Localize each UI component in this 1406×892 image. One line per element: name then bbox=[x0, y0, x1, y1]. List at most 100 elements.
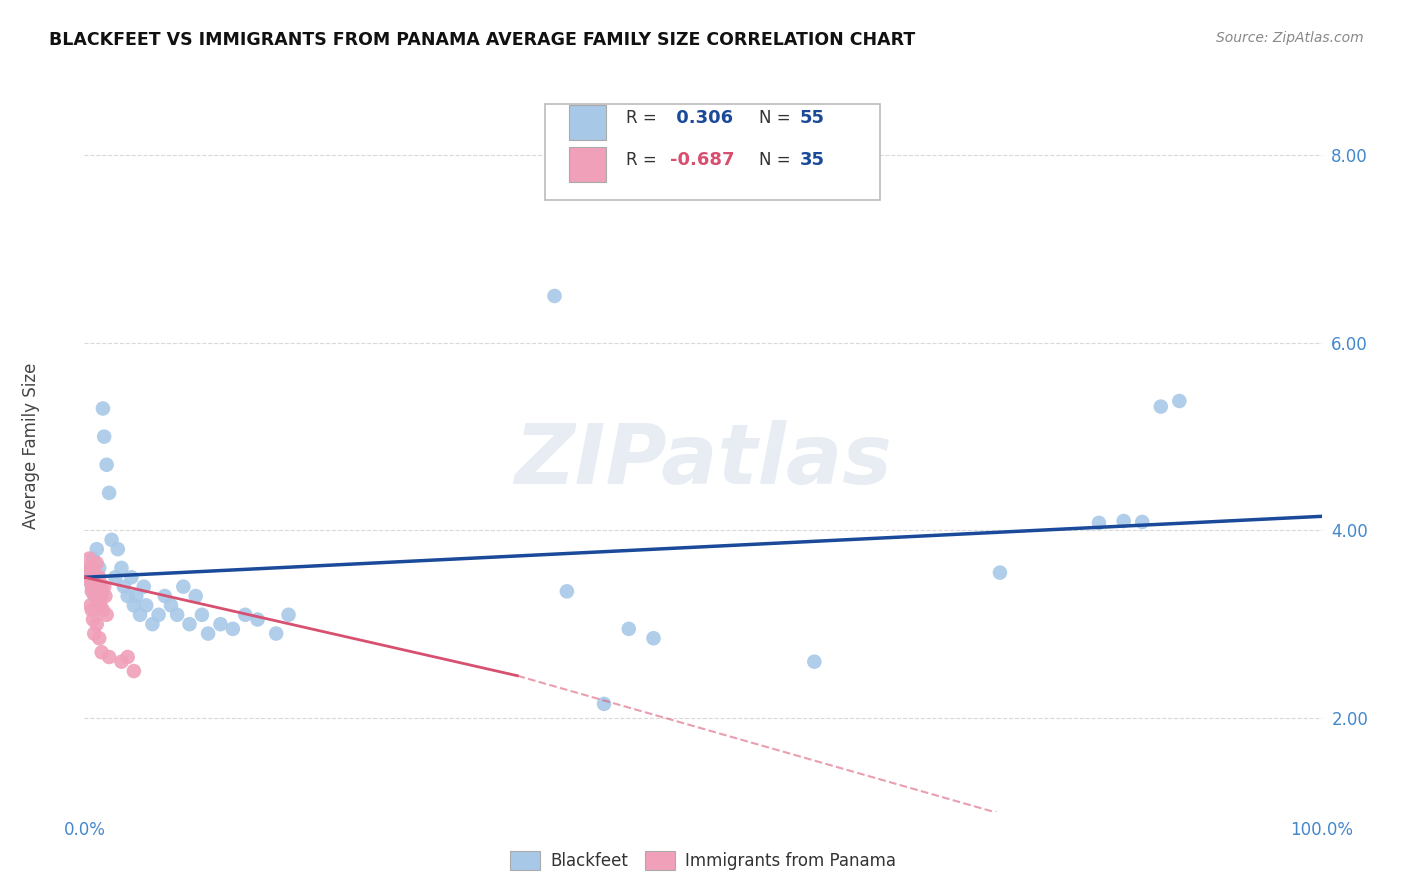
Point bbox=[117, 650, 139, 665]
Text: 55: 55 bbox=[800, 109, 824, 128]
Point bbox=[209, 617, 232, 632]
Point bbox=[86, 617, 108, 632]
Point bbox=[91, 603, 114, 617]
Point bbox=[82, 612, 104, 626]
Point bbox=[83, 566, 105, 580]
Point bbox=[84, 589, 107, 603]
Point bbox=[98, 650, 121, 665]
Point bbox=[86, 574, 108, 589]
Point bbox=[191, 607, 214, 622]
Point bbox=[89, 580, 111, 594]
Point bbox=[593, 697, 616, 711]
Point bbox=[104, 570, 127, 584]
Point bbox=[82, 580, 104, 594]
Point bbox=[93, 429, 115, 443]
Point bbox=[277, 607, 299, 622]
FancyBboxPatch shape bbox=[569, 147, 606, 182]
Point bbox=[90, 584, 112, 599]
Point bbox=[246, 612, 269, 626]
Point bbox=[80, 580, 103, 594]
Point bbox=[80, 570, 103, 584]
Point bbox=[129, 607, 152, 622]
Text: 0.306: 0.306 bbox=[669, 109, 733, 128]
Text: -0.687: -0.687 bbox=[669, 152, 734, 169]
Point bbox=[184, 589, 207, 603]
Point bbox=[83, 584, 105, 599]
Point bbox=[110, 561, 132, 575]
Point bbox=[89, 570, 111, 584]
Point bbox=[543, 289, 565, 303]
Point bbox=[83, 589, 105, 603]
Point bbox=[87, 599, 110, 613]
Point bbox=[125, 589, 148, 603]
Point bbox=[117, 589, 139, 603]
Legend: Blackfeet, Immigrants from Panama: Blackfeet, Immigrants from Panama bbox=[503, 844, 903, 877]
Point bbox=[87, 593, 110, 607]
FancyBboxPatch shape bbox=[569, 105, 606, 140]
Point bbox=[132, 580, 155, 594]
Text: Average Family Size: Average Family Size bbox=[22, 363, 39, 529]
Point bbox=[148, 607, 170, 622]
Point bbox=[1130, 515, 1153, 529]
Point bbox=[643, 632, 665, 646]
Point bbox=[80, 584, 103, 599]
Point bbox=[1150, 400, 1173, 414]
Point bbox=[82, 561, 104, 575]
Point bbox=[172, 580, 194, 594]
Point bbox=[77, 570, 100, 584]
Point bbox=[803, 655, 825, 669]
Text: R =: R = bbox=[626, 152, 657, 169]
Point bbox=[1168, 394, 1191, 409]
Point bbox=[160, 599, 183, 613]
Point bbox=[90, 589, 112, 603]
Point bbox=[79, 574, 101, 589]
Text: Source: ZipAtlas.com: Source: ZipAtlas.com bbox=[1216, 31, 1364, 45]
Text: N =: N = bbox=[759, 152, 790, 169]
Point bbox=[135, 599, 157, 613]
Point bbox=[89, 561, 111, 575]
Point bbox=[233, 607, 256, 622]
Point bbox=[1112, 514, 1135, 528]
Point bbox=[89, 632, 111, 646]
Point bbox=[86, 556, 108, 570]
Point bbox=[141, 617, 163, 632]
Point bbox=[87, 580, 110, 594]
Point bbox=[83, 626, 105, 640]
Point bbox=[84, 570, 107, 584]
Point bbox=[100, 533, 122, 547]
Point bbox=[153, 589, 176, 603]
Point bbox=[84, 570, 107, 584]
Point bbox=[77, 566, 100, 580]
Text: ZIPatlas: ZIPatlas bbox=[515, 420, 891, 501]
Point bbox=[98, 486, 121, 500]
Point bbox=[122, 599, 145, 613]
FancyBboxPatch shape bbox=[544, 103, 880, 200]
Point bbox=[86, 542, 108, 557]
Point bbox=[82, 551, 104, 566]
Point bbox=[80, 603, 103, 617]
Text: N =: N = bbox=[759, 109, 790, 128]
Point bbox=[79, 599, 101, 613]
Point bbox=[89, 599, 111, 613]
Point bbox=[96, 458, 118, 472]
Point bbox=[90, 645, 112, 659]
Point bbox=[222, 622, 245, 636]
Point bbox=[79, 551, 101, 566]
Point bbox=[617, 622, 640, 636]
Point bbox=[120, 570, 142, 584]
Point bbox=[94, 589, 117, 603]
Point bbox=[93, 580, 115, 594]
Point bbox=[166, 607, 188, 622]
Point bbox=[122, 664, 145, 678]
Point bbox=[179, 617, 201, 632]
Point bbox=[79, 561, 101, 575]
Point bbox=[988, 566, 1011, 580]
Point bbox=[79, 561, 101, 575]
Point bbox=[107, 542, 129, 557]
Point bbox=[555, 584, 578, 599]
Point bbox=[197, 626, 219, 640]
Text: 35: 35 bbox=[800, 152, 824, 169]
Point bbox=[264, 626, 287, 640]
Point bbox=[91, 401, 114, 416]
Text: R =: R = bbox=[626, 109, 657, 128]
